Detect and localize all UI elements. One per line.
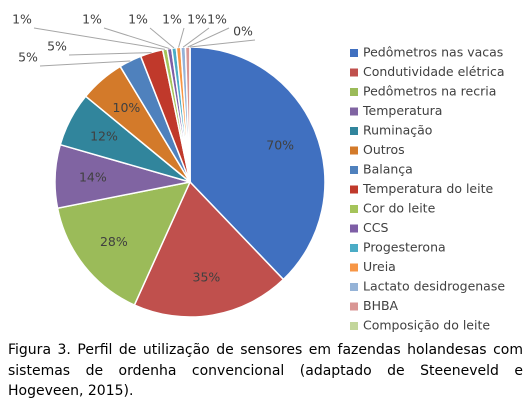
data-label: 1% [128, 12, 148, 27]
legend-swatch [350, 49, 358, 57]
data-label: 1% [207, 12, 227, 27]
legend-label: BHBA [363, 298, 399, 313]
legend-swatch [350, 224, 358, 233]
data-label: 5% [18, 50, 38, 65]
data-label: 10% [113, 100, 141, 115]
legend-label: Ureia [363, 259, 396, 274]
data-label: 1% [82, 12, 102, 27]
legend-label: Balança [363, 162, 413, 177]
data-label: 5% [47, 39, 67, 54]
legend-label: Pedômetros na recria [363, 84, 496, 99]
legend-label: CCS [363, 220, 388, 235]
legend-swatch [350, 244, 358, 252]
leader-line [189, 39, 256, 48]
legend-label: Pedômetros nas vacas [363, 45, 503, 60]
data-label: 1% [162, 12, 182, 27]
legend-swatch [350, 68, 358, 77]
legend-label: Composição do leite [363, 318, 490, 333]
leader-line [103, 27, 170, 50]
data-label: 1% [12, 12, 32, 27]
data-label: 14% [79, 169, 107, 184]
legend-label: Progesterona [363, 240, 446, 255]
leader-line [149, 27, 175, 49]
pie-slice [133, 180, 285, 318]
legend-swatch [350, 185, 358, 194]
legend-swatch [350, 146, 358, 155]
legend-label: Condutividade elétrica [363, 64, 505, 79]
legend-label: Temperatura do leite [362, 181, 493, 196]
legend-swatch [350, 322, 358, 330]
legend-label: Cor do leite [363, 201, 436, 216]
legend-label: Outros [363, 142, 405, 157]
legend-swatch [350, 127, 358, 135]
legend-swatch [350, 107, 358, 116]
legend-label: Temperatura [362, 103, 442, 118]
legend-swatch [350, 302, 358, 311]
legend-swatch [350, 263, 358, 272]
chart: 70%35%28%14%12%10%5%5%1% 1% 1% 1% 1% 1%0%Pedô… [12, 12, 505, 333]
leader-line [68, 52, 152, 56]
legend-label: Lactato desidrogenase [363, 279, 505, 294]
leader-line [182, 27, 210, 48]
leader-line [178, 27, 185, 48]
data-label: 0% [233, 24, 253, 39]
data-label: 70% [266, 137, 294, 152]
pie-slice [189, 46, 326, 281]
legend-swatch [350, 166, 358, 174]
caption: Figura 3. Perfil de utilização de sensor… [8, 342, 523, 399]
data-label: 12% [90, 128, 118, 143]
legend-label: Ruminação [363, 123, 432, 138]
data-label: 1% [187, 12, 207, 27]
legend-swatch [350, 283, 358, 291]
legend-swatch [350, 205, 358, 213]
data-label: 28% [100, 234, 128, 249]
legend-swatch [350, 88, 358, 96]
pie-slice [56, 180, 192, 307]
data-label: 35% [193, 269, 221, 284]
leader-line [33, 27, 166, 50]
leader-line [187, 27, 230, 48]
leader-line [39, 60, 131, 67]
